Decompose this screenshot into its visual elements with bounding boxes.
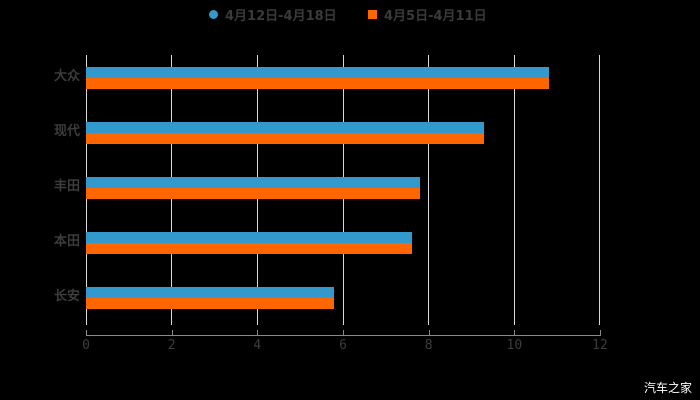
x-tick <box>86 330 87 336</box>
legend-label: 4月5日-4月11日 <box>384 8 487 24</box>
legend-item-week-apr5[interactable]: 4月5日-4月11日 <box>368 4 487 24</box>
x-tick-label: 4 <box>253 338 262 353</box>
watermark: 汽车之家 <box>643 381 692 395</box>
legend-item-week-apr12[interactable]: 4月12日-4月18日 <box>209 4 337 24</box>
category-label: 丰田 <box>53 179 80 194</box>
bar[interactable] <box>86 78 549 89</box>
bar[interactable] <box>86 188 421 199</box>
x-tick <box>171 330 173 336</box>
bar[interactable] <box>86 243 412 254</box>
category-label: 大众 <box>53 69 80 84</box>
x-tick-label: 12 <box>592 338 608 353</box>
bar[interactable] <box>86 298 335 309</box>
bar[interactable] <box>86 177 421 188</box>
x-tick <box>600 330 601 336</box>
gridline <box>514 55 515 325</box>
x-tick <box>514 330 516 336</box>
legend-circle-icon <box>209 9 218 19</box>
legend-square-icon <box>368 9 377 19</box>
x-tick-label: 6 <box>339 338 347 353</box>
gridline <box>428 55 429 325</box>
x-tick-label: 8 <box>424 338 433 353</box>
category-label: 本田 <box>53 234 80 249</box>
x-tick <box>343 330 344 336</box>
legend-label: 4月12日-4月18日 <box>225 8 337 24</box>
x-tick-label: 0 <box>82 338 90 353</box>
bar[interactable] <box>86 287 335 298</box>
category-label: 现代 <box>53 124 80 139</box>
x-tick-label: 10 <box>506 338 523 353</box>
x-tick-label: 2 <box>167 338 176 353</box>
category-label: 长安 <box>53 289 80 304</box>
x-tick <box>257 330 259 336</box>
chart-legend: 4月12日-4月18日 4月5日-4月11日 <box>0 4 700 24</box>
bar[interactable] <box>86 133 485 144</box>
x-tick <box>428 330 430 336</box>
gridline <box>599 55 600 325</box>
bar[interactable] <box>86 122 485 133</box>
bar[interactable] <box>86 67 549 78</box>
bar[interactable] <box>86 232 412 243</box>
